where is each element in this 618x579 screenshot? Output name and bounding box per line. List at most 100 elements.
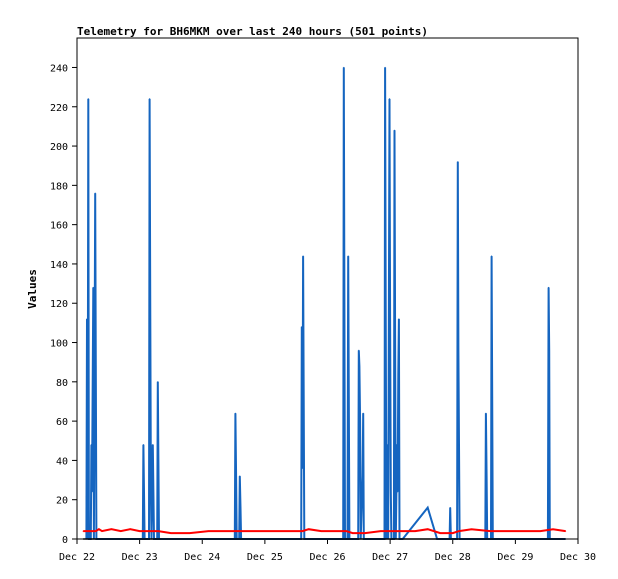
series-0-point-90 bbox=[485, 412, 487, 414]
series-0-point-57 bbox=[362, 412, 364, 414]
series-0-point-60 bbox=[384, 66, 386, 69]
series-1-point-13 bbox=[251, 530, 253, 532]
series-0-point-35 bbox=[239, 507, 242, 509]
series-1-point-29 bbox=[489, 530, 491, 532]
series-0-point-63 bbox=[387, 444, 389, 446]
series-1-point-12 bbox=[226, 530, 228, 532]
series-1-point-30 bbox=[514, 530, 517, 532]
series-0-point-48 bbox=[347, 255, 349, 257]
series-0 bbox=[85, 66, 567, 540]
y-tick-label: 180 bbox=[50, 181, 68, 192]
series-0-point-91 bbox=[486, 475, 488, 477]
series-1-point-28 bbox=[470, 528, 473, 530]
series-1-point-24 bbox=[427, 528, 429, 530]
x-tick-label: Dec 26 bbox=[309, 552, 345, 563]
series-0-point-10 bbox=[94, 192, 96, 194]
y-tick-label: 100 bbox=[50, 339, 68, 350]
series-2 bbox=[82, 538, 567, 540]
series-0-point-31 bbox=[235, 475, 237, 477]
y-tick-label: 240 bbox=[50, 63, 68, 74]
series-1-point-9 bbox=[170, 532, 172, 534]
y-tick-label: 0 bbox=[62, 535, 68, 546]
series-1-point-16 bbox=[308, 528, 310, 530]
series-0-line bbox=[85, 67, 566, 540]
series-0-point-67 bbox=[390, 491, 392, 493]
series-1-point-26 bbox=[452, 532, 454, 534]
series-1 bbox=[82, 528, 567, 535]
x-tick-label: Dec 23 bbox=[122, 552, 158, 563]
series-0-point-52 bbox=[358, 349, 360, 351]
series-2-point-1 bbox=[564, 538, 567, 540]
x-tick-label: Dec 27 bbox=[372, 552, 408, 563]
series-0-point-71 bbox=[394, 334, 396, 336]
series-0-point-61 bbox=[385, 302, 387, 304]
series-0-point-87 bbox=[458, 444, 460, 446]
x-axis: Dec 22 Dec 23 Dec 24 Dec 25 Dec 26 Dec 27 Dec … bbox=[59, 539, 596, 563]
series-1-point-6 bbox=[129, 528, 131, 530]
series-1-point-31 bbox=[539, 530, 542, 532]
y-tick-label: 200 bbox=[50, 142, 68, 153]
y-tick-label: 60 bbox=[56, 417, 68, 428]
series-0-point-95 bbox=[491, 396, 493, 399]
series-0-point-82 bbox=[449, 507, 451, 509]
series-0-point-3 bbox=[87, 98, 89, 100]
x-tick-label: Dec 25 bbox=[247, 552, 283, 563]
series-1-point-0 bbox=[82, 530, 84, 532]
y-tick-label: 20 bbox=[56, 496, 68, 507]
series-0-point-30 bbox=[234, 412, 236, 414]
series-1-point-7 bbox=[139, 530, 141, 532]
series-1-point-17 bbox=[320, 530, 322, 532]
series-0-point-73 bbox=[396, 444, 398, 446]
y-tick-label: 160 bbox=[50, 221, 68, 232]
series-0-point-54 bbox=[359, 420, 361, 422]
series-0-point-94 bbox=[491, 255, 493, 257]
series-0-point-27 bbox=[157, 459, 159, 461]
chart-title: Telemetry for BH6MKM over last 240 hours… bbox=[77, 25, 428, 38]
series-0-point-19 bbox=[149, 318, 151, 320]
series-0-point-6 bbox=[90, 444, 92, 446]
series-0-point-44 bbox=[343, 66, 345, 69]
series-0-point-53 bbox=[358, 365, 360, 367]
y-tick-label: 80 bbox=[56, 378, 68, 389]
series-1-point-2 bbox=[98, 528, 100, 530]
series-1-point-33 bbox=[564, 530, 567, 532]
series-0-point-40 bbox=[302, 255, 304, 257]
series-1-point-25 bbox=[439, 532, 441, 534]
x-tick-label: Dec 24 bbox=[184, 552, 220, 563]
series-0-point-75 bbox=[397, 373, 399, 375]
x-tick-label: Dec 29 bbox=[497, 552, 533, 563]
series-0-point-74 bbox=[397, 491, 399, 493]
series-layer bbox=[82, 66, 567, 540]
series-0-point-1 bbox=[86, 318, 88, 320]
series-0-point-14 bbox=[142, 444, 144, 446]
series-1-point-8 bbox=[157, 530, 159, 532]
series-0-point-49 bbox=[348, 396, 350, 399]
series-0-point-18 bbox=[149, 98, 151, 100]
series-1-point-1 bbox=[95, 530, 97, 532]
series-0-point-11 bbox=[95, 365, 97, 367]
series-0-point-66 bbox=[389, 318, 391, 320]
x-tick-label: Dec 22 bbox=[59, 552, 95, 563]
series-1-point-14 bbox=[276, 530, 278, 532]
series-0-point-70 bbox=[393, 129, 396, 131]
x-tick-label: Dec 28 bbox=[435, 552, 471, 563]
series-0-point-99 bbox=[548, 349, 550, 351]
y-tick-label: 220 bbox=[50, 103, 68, 114]
y-axis-label: Values bbox=[26, 269, 39, 309]
series-1-point-27 bbox=[458, 530, 460, 532]
series-0-point-39 bbox=[301, 467, 304, 469]
y-tick-label: 40 bbox=[56, 456, 68, 467]
series-0-point-85 bbox=[457, 161, 459, 163]
series-1-point-11 bbox=[207, 530, 210, 532]
series-1-point-3 bbox=[101, 530, 103, 532]
series-0-point-41 bbox=[303, 396, 305, 399]
series-1-point-21 bbox=[380, 530, 382, 532]
series-0-point-23 bbox=[152, 491, 154, 493]
series-0-point-22 bbox=[152, 444, 154, 446]
series-1-point-32 bbox=[552, 528, 554, 530]
y-tick-label: 120 bbox=[50, 299, 68, 310]
series-1-point-15 bbox=[301, 530, 304, 532]
series-0-point-8 bbox=[92, 286, 94, 289]
series-0-point-26 bbox=[157, 381, 159, 383]
series-1-point-23 bbox=[414, 530, 416, 532]
